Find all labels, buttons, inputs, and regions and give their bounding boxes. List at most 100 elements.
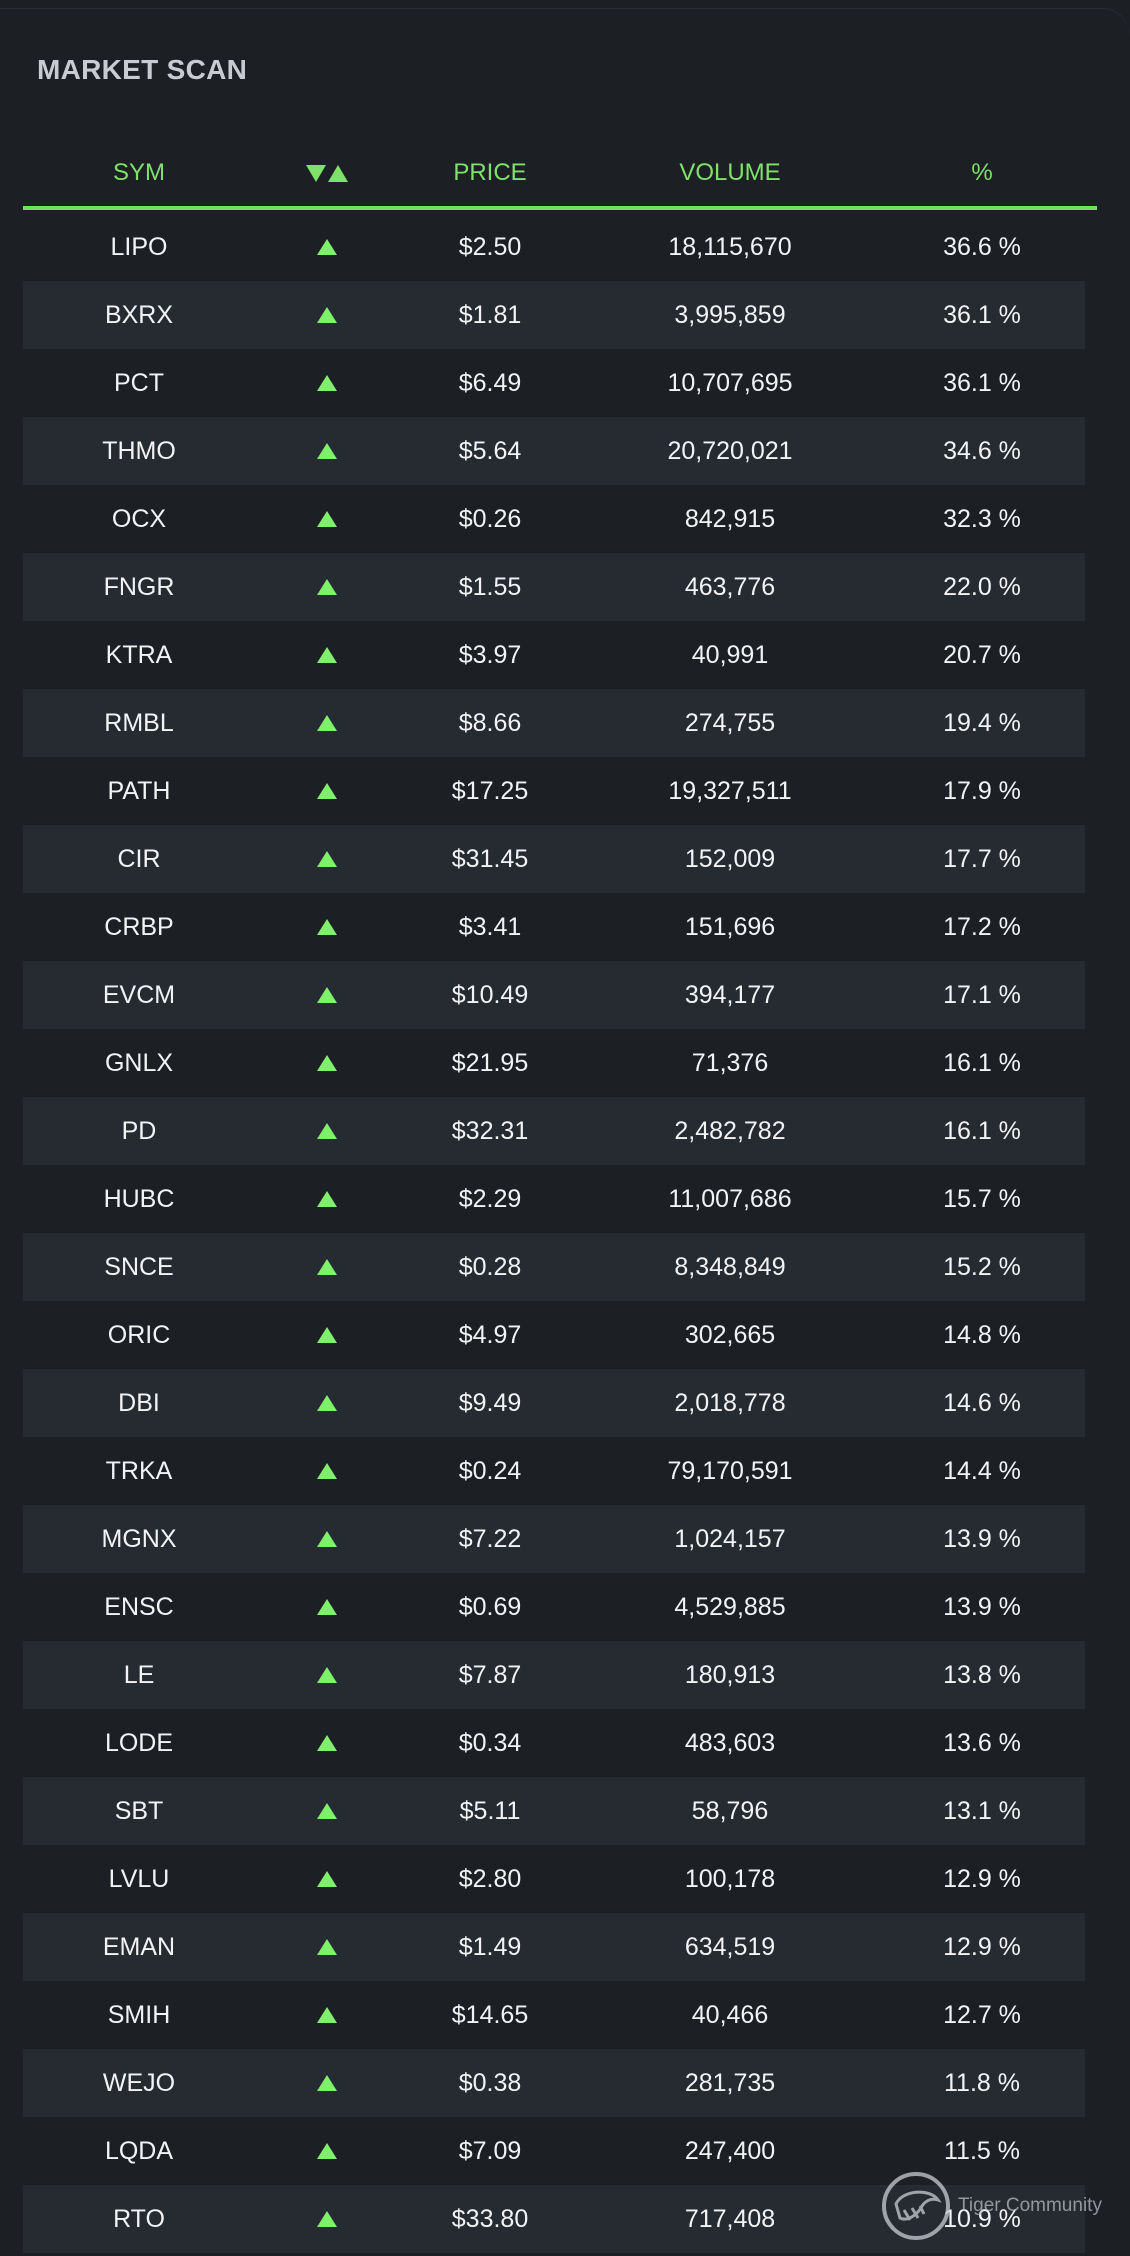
table-row[interactable]: TRKA $0.24 79,170,591 14.4 % <box>23 1437 1085 1505</box>
volume-cell: 71,376 <box>691 1048 769 1077</box>
triangle-up-icon <box>317 1735 337 1751</box>
table-row[interactable]: EVCM $10.49 394,177 17.1 % <box>23 961 1085 1029</box>
percent-cell: 17.7 % <box>943 844 1021 873</box>
price-cell: $0.34 <box>458 1728 522 1757</box>
volume-cell: 8,348,849 <box>674 1252 786 1281</box>
table-row[interactable]: PATH $17.25 19,327,511 17.9 % <box>23 757 1085 825</box>
table-row[interactable]: HUBC $2.29 11,007,686 15.7 % <box>23 1165 1085 1233</box>
table-row[interactable]: LIPO $2.50 18,115,670 36.6 % <box>23 213 1085 281</box>
volume-cell: 180,913 <box>684 1660 776 1689</box>
triangle-up-icon <box>317 1191 337 1207</box>
direction-cell <box>227 1845 427 1913</box>
volume-cell: 634,519 <box>684 1932 776 1961</box>
table-row[interactable]: KTRA $3.97 40,991 20.7 % <box>23 621 1085 689</box>
triangle-up-icon <box>317 1871 337 1887</box>
direction-cell <box>227 2117 427 2185</box>
price-cell: $5.64 <box>458 436 522 465</box>
price-cell: $0.24 <box>458 1456 522 1485</box>
percent-cell: 32.3 % <box>943 504 1021 533</box>
table-row[interactable]: PCT $6.49 10,707,695 36.1 % <box>23 349 1085 417</box>
triangle-up-icon <box>317 2007 337 2023</box>
volume-cell: 463,776 <box>684 572 776 601</box>
percent-cell: 13.1 % <box>943 1796 1021 1825</box>
table-row[interactable]: THMO $5.64 20,720,021 34.6 % <box>23 417 1085 485</box>
price-cell: $3.97 <box>458 640 522 669</box>
symbol-cell: RTO <box>113 2204 165 2233</box>
table-body: LIPO $2.50 18,115,670 36.6 % BXRX $1.81 3,995,… <box>23 213 1085 2253</box>
symbol-cell: OCX <box>111 504 167 533</box>
percent-cell: 14.6 % <box>943 1388 1021 1417</box>
price-cell: $2.29 <box>458 1184 522 1213</box>
volume-cell: 2,018,778 <box>674 1388 786 1417</box>
direction-cell <box>227 1913 427 1981</box>
triangle-up-icon <box>317 1259 337 1275</box>
direction-cell <box>227 1981 427 2049</box>
volume-cell: 11,007,686 <box>668 1184 792 1213</box>
price-cell: $7.22 <box>458 1524 522 1553</box>
column-header-volume[interactable]: VOLUME <box>679 159 781 186</box>
table-row[interactable]: EMAN $1.49 634,519 12.9 % <box>23 1913 1085 1981</box>
direction-cell <box>227 689 427 757</box>
table-row[interactable]: LE $7.87 180,913 13.8 % <box>23 1641 1085 1709</box>
volume-cell: 19,327,511 <box>668 776 792 805</box>
triangle-up-icon <box>317 2143 337 2159</box>
volume-cell: 18,115,670 <box>668 232 792 261</box>
triangle-up-icon <box>317 2211 337 2227</box>
table-row[interactable]: GNLX $21.95 71,376 16.1 % <box>23 1029 1085 1097</box>
table-row[interactable]: SNCE $0.28 8,348,849 15.2 % <box>23 1233 1085 1301</box>
price-cell: $3.41 <box>458 912 522 941</box>
price-cell: $1.49 <box>458 1932 522 1961</box>
percent-cell: 12.9 % <box>943 1932 1021 1961</box>
symbol-cell: PD <box>121 1116 157 1145</box>
direction-cell <box>227 1369 427 1437</box>
table-row[interactable]: ENSC $0.69 4,529,885 13.9 % <box>23 1573 1085 1641</box>
symbol-cell: EMAN <box>102 1932 176 1961</box>
direction-cell <box>227 1233 427 1301</box>
symbol-cell: SNCE <box>104 1252 174 1281</box>
symbol-cell: PCT <box>114 368 164 397</box>
table-row[interactable]: LODE $0.34 483,603 13.6 % <box>23 1709 1085 1777</box>
percent-cell: 12.9 % <box>943 1864 1021 1893</box>
price-cell: $21.95 <box>451 1048 529 1077</box>
table-header: SYM PRICE VOLUME % <box>23 140 1097 210</box>
table-row[interactable]: CRBP $3.41 151,696 17.2 % <box>23 893 1085 961</box>
percent-cell: 10.9 % <box>943 2204 1021 2233</box>
column-header-price[interactable]: PRICE <box>453 159 527 186</box>
triangle-up-icon <box>317 511 337 527</box>
table-row[interactable]: LQDA $7.09 247,400 11.5 % <box>23 2117 1085 2185</box>
table-row[interactable]: SBT $5.11 58,796 13.1 % <box>23 1777 1085 1845</box>
table-row[interactable]: WEJO $0.38 281,735 11.8 % <box>23 2049 1085 2117</box>
symbol-cell: KTRA <box>105 640 173 669</box>
price-cell: $4.97 <box>458 1320 522 1349</box>
volume-cell: 3,995,859 <box>674 300 786 329</box>
percent-cell: 12.7 % <box>943 2000 1021 2029</box>
table-row[interactable]: RMBL $8.66 274,755 19.4 % <box>23 689 1085 757</box>
sort-toggle-button[interactable] <box>227 140 427 206</box>
table-row[interactable]: CIR $31.45 152,009 17.7 % <box>23 825 1085 893</box>
direction-cell <box>227 1029 427 1097</box>
price-cell: $31.45 <box>451 844 529 873</box>
table-row[interactable]: SMIH $14.65 40,466 12.7 % <box>23 1981 1085 2049</box>
column-header-percent[interactable]: % <box>971 159 993 186</box>
table-row[interactable]: LVLU $2.80 100,178 12.9 % <box>23 1845 1085 1913</box>
column-header-sym[interactable]: SYM <box>112 159 165 186</box>
price-cell: $1.81 <box>458 300 522 329</box>
triangle-up-icon <box>317 239 337 255</box>
table-row[interactable]: FNGR $1.55 463,776 22.0 % <box>23 553 1085 621</box>
volume-cell: 483,603 <box>684 1728 776 1757</box>
direction-cell <box>227 1505 427 1573</box>
percent-cell: 13.6 % <box>943 1728 1021 1757</box>
percent-cell: 36.1 % <box>943 368 1021 397</box>
table-row[interactable]: OCX $0.26 842,915 32.3 % <box>23 485 1085 553</box>
direction-cell <box>227 2185 427 2253</box>
table-row[interactable]: DBI $9.49 2,018,778 14.6 % <box>23 1369 1085 1437</box>
table-row[interactable]: PD $32.31 2,482,782 16.1 % <box>23 1097 1085 1165</box>
table-row[interactable]: ORIC $4.97 302,665 14.8 % <box>23 1301 1085 1369</box>
table-row[interactable]: MGNX $7.22 1,024,157 13.9 % <box>23 1505 1085 1573</box>
triangle-up-icon <box>317 987 337 1003</box>
direction-cell <box>227 1165 427 1233</box>
triangle-up-icon <box>317 1055 337 1071</box>
table-row[interactable]: BXRX $1.81 3,995,859 36.1 % <box>23 281 1085 349</box>
triangle-up-icon <box>317 851 337 867</box>
symbol-cell: WEJO <box>102 2068 176 2097</box>
